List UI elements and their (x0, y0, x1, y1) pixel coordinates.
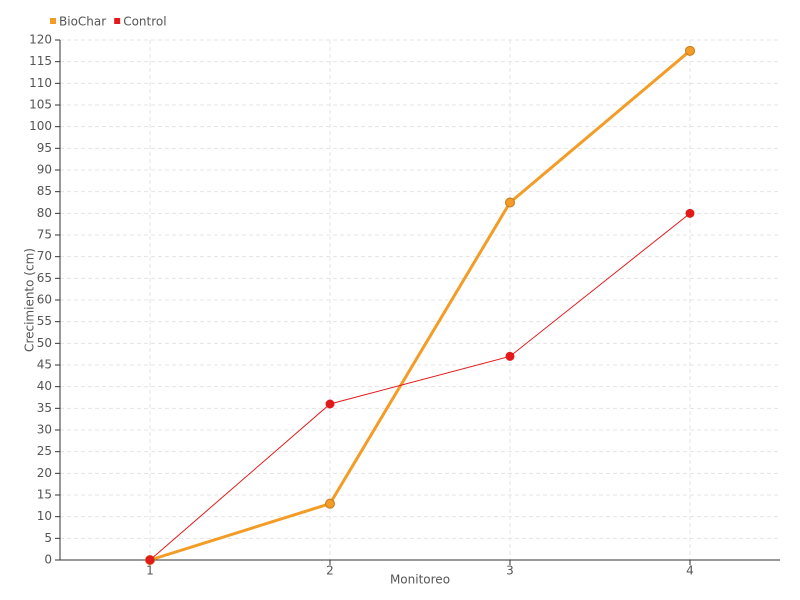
y-tick-label: 10 (37, 509, 52, 523)
point (505, 197, 515, 208)
legend-label: Control (123, 15, 166, 29)
point (145, 555, 155, 565)
legend-swatch (50, 18, 56, 24)
y-axis-title: Crecimiento (cm) (23, 248, 37, 352)
y-tick-label: 20 (37, 466, 52, 480)
y-tick-label: 120 (29, 33, 52, 47)
point (685, 45, 695, 56)
legend-label: BioChar (59, 15, 106, 29)
point (505, 351, 515, 361)
y-tick-label: 5 (44, 531, 52, 545)
x-tick-label: 3 (506, 564, 514, 578)
y-tick-label: 70 (37, 249, 52, 263)
y-tick-label: 85 (37, 184, 52, 198)
y-tick-label: 45 (37, 358, 52, 372)
y-tick-label: 80 (37, 206, 52, 220)
x-tick-label: 2 (326, 564, 334, 578)
y-tick-label: 25 (37, 444, 52, 458)
y-tick-label: 15 (37, 488, 52, 502)
y-tick-label: 40 (37, 379, 52, 393)
y-tick-label: 95 (37, 141, 52, 155)
y-tick-label: 75 (37, 228, 52, 242)
y-tick-label: 90 (37, 163, 52, 177)
y-tick-label: 35 (37, 401, 52, 415)
point (325, 498, 335, 509)
y-tick-label: 65 (37, 271, 52, 285)
point (685, 208, 695, 218)
x-tick-label: 4 (686, 564, 694, 578)
legend-swatch (114, 18, 121, 24)
y-tick-label: 30 (37, 423, 52, 437)
series-line (149, 212, 691, 561)
y-tick-label: 110 (29, 76, 52, 90)
y-tick-label: 100 (29, 119, 52, 133)
x-tick-label: 1 (146, 564, 154, 578)
y-tick-label: 115 (29, 54, 52, 68)
series-line (149, 49, 691, 562)
y-tick-label: 105 (29, 98, 52, 112)
y-tick-label: 60 (37, 293, 52, 307)
y-tick-label: 55 (37, 314, 52, 328)
x-axis-title: Monitoreo (390, 573, 450, 587)
y-tick-label: 0 (44, 553, 52, 567)
point (325, 399, 335, 409)
y-tick-label: 50 (37, 336, 52, 350)
